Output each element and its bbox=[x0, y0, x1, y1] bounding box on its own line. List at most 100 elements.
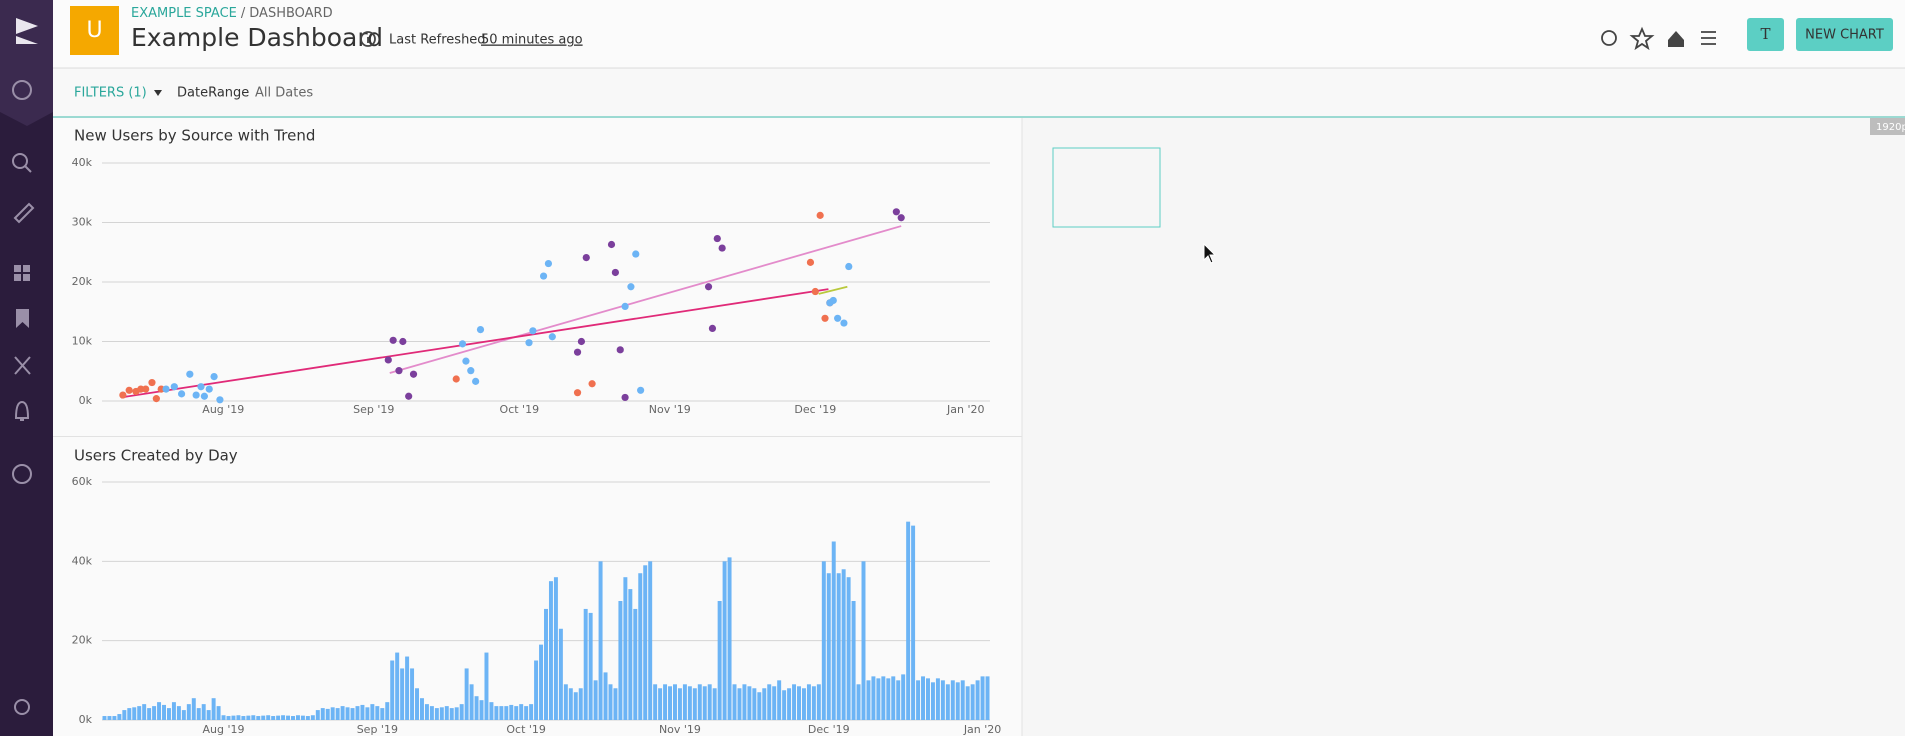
bar bbox=[950, 680, 955, 720]
bar bbox=[534, 660, 539, 720]
scatter-point bbox=[216, 396, 224, 404]
bar bbox=[390, 660, 395, 720]
bar bbox=[201, 704, 206, 720]
x-tick-label: Oct '19 bbox=[500, 403, 540, 416]
last-refreshed-value[interactable]: 50 minutes ago bbox=[481, 33, 583, 48]
scatter-point bbox=[192, 391, 200, 399]
bar bbox=[831, 541, 836, 720]
bar bbox=[717, 601, 722, 720]
bar bbox=[593, 680, 598, 720]
scissors-icon[interactable] bbox=[14, 356, 31, 375]
scatter-point bbox=[627, 283, 635, 291]
filter-value[interactable]: All Dates bbox=[255, 86, 313, 101]
y-tick-label: 20k bbox=[72, 634, 93, 647]
bar bbox=[479, 700, 484, 720]
bar bbox=[980, 676, 985, 720]
bar bbox=[658, 688, 663, 720]
bar bbox=[727, 557, 732, 720]
scatter-point bbox=[845, 262, 853, 271]
bar bbox=[320, 708, 325, 720]
info-icon[interactable] bbox=[360, 31, 376, 47]
scatter-point bbox=[405, 392, 413, 400]
bar bbox=[157, 702, 162, 720]
bar bbox=[682, 684, 687, 720]
chart-title: New Users by Source with Trend bbox=[74, 127, 315, 145]
filters-caret[interactable] bbox=[154, 90, 162, 96]
bar bbox=[945, 684, 950, 720]
bar bbox=[876, 678, 881, 720]
breadcrumb-section[interactable]: DASHBOARD bbox=[249, 6, 332, 21]
bar bbox=[638, 573, 643, 720]
bar bbox=[896, 680, 901, 720]
filters-toggle[interactable]: FILTERS (1) bbox=[74, 86, 147, 101]
compass-icon[interactable] bbox=[12, 464, 32, 484]
bar bbox=[628, 589, 633, 720]
bar bbox=[712, 688, 717, 720]
bar bbox=[940, 680, 945, 720]
bar bbox=[747, 686, 752, 720]
bar bbox=[271, 716, 276, 720]
bar bbox=[603, 672, 608, 720]
refresh-icon[interactable] bbox=[1601, 30, 1617, 46]
new-chart-button[interactable]: NEW CHART bbox=[1796, 18, 1893, 51]
breadcrumb-space[interactable]: EXAMPLE SPACE bbox=[131, 6, 237, 21]
scatter-point bbox=[210, 373, 218, 381]
bookmark-icon[interactable] bbox=[16, 309, 29, 328]
bar bbox=[137, 706, 142, 720]
bar bbox=[206, 710, 211, 720]
y-tick-label: 60k bbox=[72, 475, 93, 488]
scatter-point bbox=[476, 326, 485, 334]
scatter-point bbox=[205, 385, 213, 393]
bar bbox=[648, 561, 653, 720]
bar bbox=[405, 656, 410, 720]
favorite-icon[interactable] bbox=[1629, 26, 1655, 51]
filter-field[interactable]: DateRange bbox=[177, 86, 249, 101]
bar bbox=[811, 686, 816, 720]
scatter-point bbox=[458, 340, 467, 348]
bar bbox=[707, 684, 712, 720]
scatter-point bbox=[525, 339, 533, 347]
resolution-badge: 1920p bbox=[1876, 122, 1905, 133]
bar bbox=[578, 688, 583, 720]
bar bbox=[722, 561, 727, 720]
menu-icon[interactable] bbox=[1701, 31, 1716, 45]
bar bbox=[782, 690, 787, 720]
bar bbox=[568, 688, 573, 720]
scatter-point bbox=[588, 380, 596, 388]
sidebar-top bbox=[0, 0, 53, 126]
bar bbox=[633, 608, 638, 720]
bar bbox=[539, 644, 544, 720]
bar bbox=[474, 696, 479, 720]
scatter-point bbox=[462, 357, 470, 365]
globe-icon[interactable] bbox=[12, 80, 32, 100]
bar bbox=[866, 680, 871, 720]
logo[interactable] bbox=[16, 18, 38, 44]
avatar-button[interactable]: T bbox=[1747, 18, 1784, 51]
bar bbox=[692, 688, 697, 720]
bar bbox=[360, 704, 365, 720]
bar bbox=[965, 686, 970, 720]
scatter-point bbox=[177, 390, 186, 398]
empty-widget[interactable] bbox=[1052, 147, 1161, 228]
bar bbox=[816, 684, 821, 720]
bar bbox=[509, 704, 514, 720]
bar bbox=[985, 676, 990, 720]
search-icon[interactable] bbox=[12, 153, 32, 173]
bell-icon[interactable] bbox=[14, 400, 30, 421]
home-icon[interactable] bbox=[1668, 31, 1684, 47]
scatter-point bbox=[142, 385, 150, 393]
settings-icon[interactable] bbox=[14, 699, 30, 715]
bar bbox=[122, 710, 127, 720]
bar bbox=[772, 686, 777, 720]
scatter-point bbox=[399, 337, 407, 346]
bar bbox=[871, 676, 876, 720]
bar bbox=[454, 707, 459, 720]
edit-icon[interactable] bbox=[13, 202, 35, 224]
dashboards-icon[interactable] bbox=[14, 265, 30, 281]
avatar-initial: T bbox=[1760, 25, 1770, 43]
scatter-point bbox=[704, 283, 713, 291]
bar bbox=[256, 716, 261, 720]
scatter-point bbox=[539, 272, 548, 280]
space-initial: U bbox=[86, 18, 102, 43]
scatter-point bbox=[708, 324, 717, 333]
